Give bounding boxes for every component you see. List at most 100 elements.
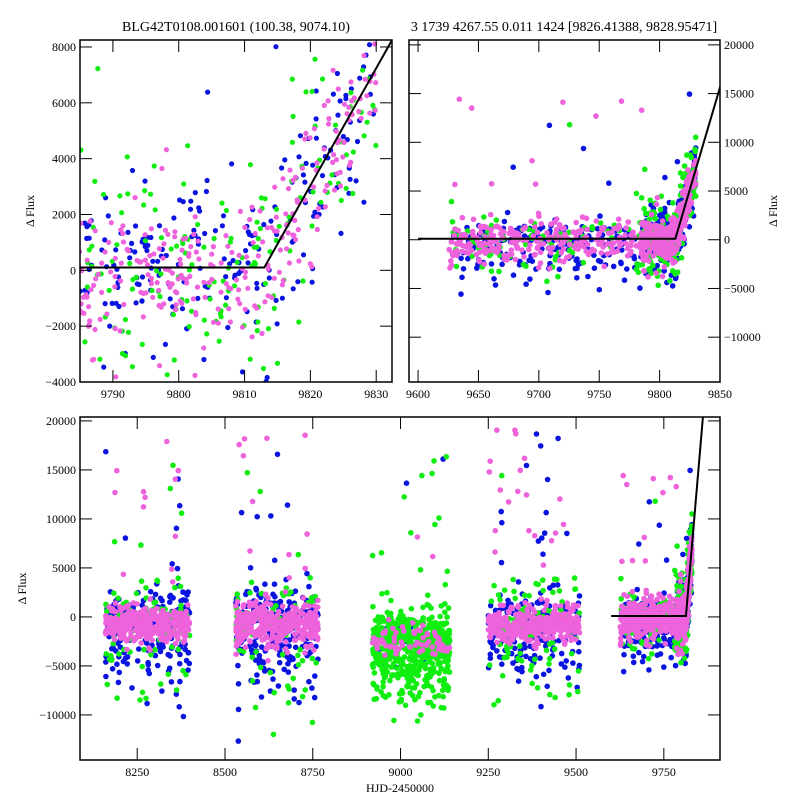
- data-point-pink: [235, 623, 242, 630]
- data-point-blue: [537, 655, 543, 661]
- data-point-pink: [92, 326, 98, 333]
- data-point-blue: [254, 672, 260, 678]
- data-point-pink: [476, 249, 483, 255]
- data-point-blue: [268, 218, 274, 224]
- data-point-pink: [158, 304, 164, 310]
- data-point-pink: [446, 246, 453, 253]
- data-point-pink: [496, 242, 503, 248]
- data-point-pink: [675, 205, 682, 211]
- data-point-green: [431, 458, 437, 464]
- data-point-pink: [276, 269, 282, 275]
- data-point-green: [406, 629, 413, 635]
- y-axis-label: Δ Flux: [23, 195, 37, 227]
- data-points: [102, 417, 704, 744]
- data-point-blue: [492, 282, 499, 288]
- data-point-pink: [299, 632, 306, 639]
- data-point-green: [401, 494, 408, 500]
- data-point-pink: [242, 269, 249, 275]
- data-point-pink: [274, 626, 281, 633]
- data-point-pink: [172, 533, 179, 540]
- data-point-pink: [84, 294, 90, 300]
- data-point-pink: [194, 284, 201, 290]
- data-point-blue: [620, 668, 627, 675]
- data-point-green: [655, 282, 661, 289]
- data-point-pink: [201, 279, 207, 285]
- data-point-green: [164, 372, 170, 378]
- data-point-pink: [236, 252, 242, 258]
- data-point-green: [631, 594, 637, 600]
- data-point-green: [350, 149, 356, 155]
- data-point-pink: [307, 634, 313, 641]
- data-point-green: [529, 680, 535, 687]
- data-point-pink: [659, 251, 666, 258]
- data-point-pink: [291, 232, 297, 238]
- data-point-blue: [197, 208, 203, 214]
- data-point-green: [436, 692, 442, 699]
- data-point-green: [566, 229, 572, 236]
- data-point-pink: [654, 224, 661, 230]
- data-point-green: [442, 581, 449, 588]
- data-point-blue: [245, 260, 251, 266]
- data-point-pink: [340, 154, 346, 160]
- data-point-green: [299, 693, 306, 700]
- data-point-pink: [120, 239, 127, 245]
- data-point-green: [149, 287, 155, 294]
- data-point-blue: [521, 641, 527, 648]
- data-point-blue: [82, 220, 88, 226]
- data-point-pink: [448, 239, 455, 245]
- data-point-green: [683, 646, 690, 653]
- data-point-blue: [124, 654, 131, 660]
- data-point-green: [517, 650, 523, 657]
- data-point-blue: [166, 665, 173, 671]
- data-point-pink: [348, 159, 354, 165]
- data-point-green: [114, 695, 120, 701]
- data-point-pink: [161, 241, 167, 247]
- data-point-pink: [532, 224, 538, 230]
- data-point-pink: [282, 589, 289, 595]
- data-point-pink: [193, 249, 199, 255]
- data-point-blue: [491, 276, 497, 282]
- data-point-pink: [638, 220, 645, 227]
- data-point-pink: [260, 239, 266, 245]
- data-point-blue: [268, 513, 274, 519]
- data-point-blue: [271, 557, 278, 564]
- data-point-pink: [264, 225, 270, 231]
- data-point-pink: [129, 608, 136, 615]
- panel-title: 3 1739 4267.55 0.011 1424 [9826.41388, 9…: [411, 20, 717, 35]
- data-point-green: [376, 619, 382, 626]
- data-point-blue: [654, 643, 660, 649]
- data-point-green: [387, 654, 394, 660]
- data-point-blue: [286, 599, 293, 605]
- data-point-green: [234, 591, 240, 597]
- data-point-blue: [238, 509, 245, 516]
- data-point-blue: [312, 673, 318, 679]
- data-point-green: [240, 648, 247, 655]
- data-point-pink: [123, 620, 130, 626]
- data-point-pink: [271, 275, 277, 281]
- data-point-green: [106, 287, 112, 293]
- data-point-blue: [310, 162, 316, 168]
- data-point-green: [444, 568, 451, 575]
- data-point-blue: [216, 390, 221, 395]
- data-point-green: [371, 696, 378, 703]
- data-point-blue: [538, 703, 544, 710]
- data-point-blue: [304, 570, 310, 577]
- data-point-green: [650, 262, 656, 269]
- data-point-pink: [510, 228, 516, 234]
- data-point-blue: [176, 660, 183, 667]
- data-point-blue: [556, 266, 563, 273]
- data-point-blue: [183, 657, 190, 664]
- data-point-blue: [540, 551, 546, 557]
- data-point-green: [116, 651, 122, 657]
- data-point-pink: [91, 282, 97, 288]
- data-point-blue: [239, 369, 246, 375]
- data-point-blue: [285, 669, 292, 675]
- data-point-pink: [268, 618, 275, 625]
- data-point-pink: [115, 628, 122, 635]
- data-point-pink: [241, 436, 248, 442]
- data-point-pink: [544, 229, 550, 236]
- data-point-pink: [165, 280, 171, 286]
- data-point-pink: [173, 307, 179, 313]
- data-point-pink: [125, 248, 132, 254]
- data-point-blue: [306, 678, 312, 685]
